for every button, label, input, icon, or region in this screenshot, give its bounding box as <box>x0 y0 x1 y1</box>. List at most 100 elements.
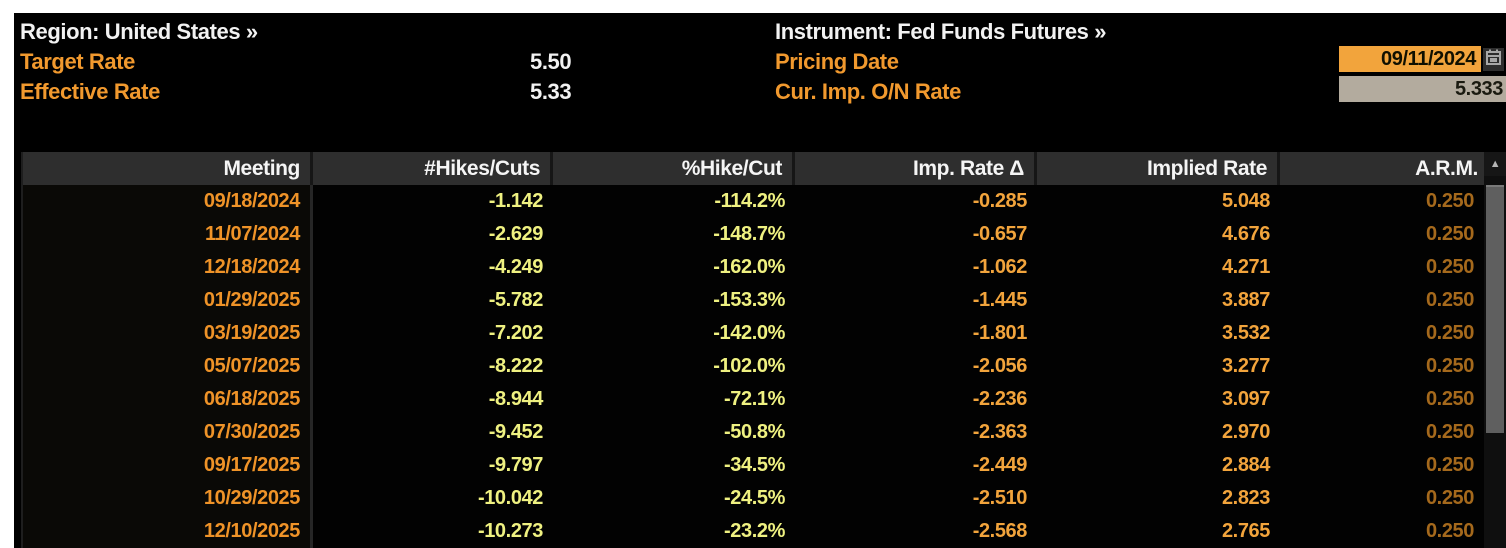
cell-hike-cut-pct: -102.0% <box>713 355 785 377</box>
column-header-implied-rate[interactable]: Implied Rate <box>1037 152 1280 185</box>
column-header-hike-cut-pct[interactable]: %Hike/Cut <box>553 152 795 185</box>
cell-implied-rate: 5.048 <box>1221 190 1270 212</box>
column-header-imp-rate-delta[interactable]: Imp. Rate Δ <box>795 152 1037 185</box>
cell-hike-cut-pct: -142.0% <box>713 322 785 344</box>
cell-hike-cut-pct: -23.2% <box>724 520 785 542</box>
cell-hikes-cuts: -4.249 <box>488 256 544 278</box>
cell-implied-rate: 3.887 <box>1221 289 1270 311</box>
calendar-button[interactable] <box>1483 48 1504 71</box>
cell-arm: 0.250 <box>1425 388 1474 410</box>
cell-meeting: 09/18/2024 <box>23 185 313 218</box>
cell-meeting: 10/29/2025 <box>23 482 313 515</box>
cell-arm: 0.250 <box>1425 421 1474 443</box>
cur-imp-on-rate-label: Cur. Imp. O/N Rate <box>775 79 961 104</box>
cell-meeting: 05/07/2025 <box>23 350 313 383</box>
cell-meeting: 07/30/2025 <box>23 416 313 449</box>
column-header-meeting[interactable]: Meeting <box>23 152 313 185</box>
cell-imp-rate-delta: -2.449 <box>972 454 1028 476</box>
cell-imp-rate-delta: -0.657 <box>972 223 1028 245</box>
cell-hike-cut-pct: -34.5% <box>724 454 785 476</box>
table-row[interactable]: 09/18/2024 -1.142 -114.2% -0.285 5.048 0.250 <box>23 185 1484 218</box>
table-row[interactable]: 05/07/2025 -8.222 -102.0% -2.056 3.277 0.250 <box>23 350 1484 383</box>
scroll-up-arrow-icon[interactable]: ▲ <box>1484 152 1506 176</box>
table-row[interactable]: 06/18/2025 -8.944 -72.1% -2.236 3.097 0.250 <box>23 383 1484 416</box>
cell-hike-cut-pct: -72.1% <box>724 388 785 410</box>
cell-arm: 0.250 <box>1425 322 1474 344</box>
scrollbar-thumb[interactable] <box>1486 185 1504 433</box>
table-header-row: Meeting #Hikes/Cuts %Hike/Cut Imp. Rate … <box>23 152 1484 185</box>
cell-imp-rate-delta: -1.062 <box>972 256 1028 278</box>
column-header-hikes-cuts[interactable]: #Hikes/Cuts <box>313 152 553 185</box>
cell-imp-rate-delta: -2.363 <box>972 421 1028 443</box>
table-row[interactable]: 01/29/2025 -5.782 -153.3% -1.445 3.887 0.250 <box>23 284 1484 317</box>
table-body: 09/18/2024 -1.142 -114.2% -0.285 5.048 0.250 1… <box>23 185 1484 548</box>
column-header-arm[interactable]: A.R.M. <box>1415 157 1478 180</box>
cell-imp-rate-delta: -1.445 <box>972 289 1028 311</box>
cell-implied-rate: 2.765 <box>1221 520 1270 542</box>
target-rate-value: 5.50 <box>530 49 572 74</box>
instrument-link[interactable]: Instrument: Fed Funds Futures » <box>775 19 1107 44</box>
cell-hikes-cuts: -1.142 <box>488 190 544 212</box>
cell-meeting: 03/19/2025 <box>23 317 313 350</box>
effective-rate-value: 5.33 <box>530 79 572 104</box>
cell-imp-rate-delta: -2.568 <box>972 520 1028 542</box>
table-row[interactable]: 07/30/2025 -9.452 -50.8% -2.363 2.970 0.250 <box>23 416 1484 449</box>
cur-imp-on-rate-field[interactable]: 5.333 <box>1339 76 1506 102</box>
cell-meeting: 11/07/2024 <box>23 218 313 251</box>
cell-imp-rate-delta: -2.236 <box>972 388 1028 410</box>
cell-arm: 0.250 <box>1425 355 1474 377</box>
cell-hike-cut-pct: -114.2% <box>714 190 785 212</box>
cell-meeting: 12/10/2025 <box>23 515 313 548</box>
cell-arm: 0.250 <box>1425 190 1474 212</box>
terminal-screen: Region: United States » Instrument: Fed … <box>14 13 1506 548</box>
cell-hikes-cuts: -9.797 <box>488 454 544 476</box>
cell-hikes-cuts: -5.782 <box>488 289 544 311</box>
cell-implied-rate: 3.277 <box>1221 355 1270 377</box>
cell-imp-rate-delta: -0.285 <box>972 190 1028 212</box>
cell-hike-cut-pct: -148.7% <box>713 223 785 245</box>
cell-hikes-cuts: -8.944 <box>488 388 544 410</box>
cell-hike-cut-pct: -50.8% <box>724 421 785 443</box>
cell-imp-rate-delta: -2.510 <box>972 487 1028 509</box>
table-row[interactable]: 11/07/2024 -2.629 -148.7% -0.657 4.676 0.250 <box>23 218 1484 251</box>
cell-arm: 0.250 <box>1425 520 1474 542</box>
effective-rate-label: Effective Rate <box>20 79 160 104</box>
region-link[interactable]: Region: United States » <box>20 19 258 44</box>
cell-hikes-cuts: -8.222 <box>488 355 544 377</box>
table-row[interactable]: 12/10/2025 -10.273 -23.2% -2.568 2.765 0.250 <box>23 515 1484 548</box>
cell-hikes-cuts: -10.273 <box>477 520 543 542</box>
cell-arm: 0.250 <box>1425 289 1474 311</box>
cell-hikes-cuts: -7.202 <box>488 322 544 344</box>
cell-hikes-cuts: -9.452 <box>488 421 544 443</box>
pricing-date-label: Pricing Date <box>775 49 899 74</box>
table-row[interactable]: 09/17/2025 -9.797 -34.5% -2.449 2.884 0.250 <box>23 449 1484 482</box>
cell-hikes-cuts: -10.042 <box>477 487 543 509</box>
cell-implied-rate: 4.676 <box>1221 223 1270 245</box>
table-row[interactable]: 10/29/2025 -10.042 -24.5% -2.510 2.823 0.250 <box>23 482 1484 515</box>
target-rate-label: Target Rate <box>20 49 135 74</box>
table-left-border <box>21 152 23 548</box>
pricing-date-input[interactable]: 09/11/2024 <box>1339 46 1481 72</box>
calendar-icon <box>1486 49 1501 70</box>
cell-imp-rate-delta: -2.056 <box>972 355 1028 377</box>
cell-implied-rate: 3.097 <box>1221 388 1270 410</box>
cell-arm: 0.250 <box>1425 256 1474 278</box>
cell-meeting: 09/17/2025 <box>23 449 313 482</box>
cell-implied-rate: 2.823 <box>1221 487 1270 509</box>
table-row[interactable]: 03/19/2025 -7.202 -142.0% -1.801 3.532 0.250 <box>23 317 1484 350</box>
cell-implied-rate: 3.532 <box>1221 322 1270 344</box>
table-row[interactable]: 12/18/2024 -4.249 -162.0% -1.062 4.271 0.250 <box>23 251 1484 284</box>
cell-imp-rate-delta: -1.801 <box>972 322 1028 344</box>
cell-meeting: 01/29/2025 <box>23 284 313 317</box>
cell-implied-rate: 2.884 <box>1221 454 1270 476</box>
cell-meeting: 06/18/2025 <box>23 383 313 416</box>
cell-arm: 0.250 <box>1425 454 1474 476</box>
cell-implied-rate: 2.970 <box>1221 421 1270 443</box>
cell-arm: 0.250 <box>1425 223 1474 245</box>
cell-hike-cut-pct: -24.5% <box>724 487 785 509</box>
cell-arm: 0.250 <box>1425 487 1474 509</box>
cell-hike-cut-pct: -162.0% <box>713 256 785 278</box>
vertical-scrollbar[interactable]: ▲ <box>1484 152 1506 548</box>
cell-hike-cut-pct: -153.3% <box>713 289 785 311</box>
cell-hikes-cuts: -2.629 <box>488 223 544 245</box>
